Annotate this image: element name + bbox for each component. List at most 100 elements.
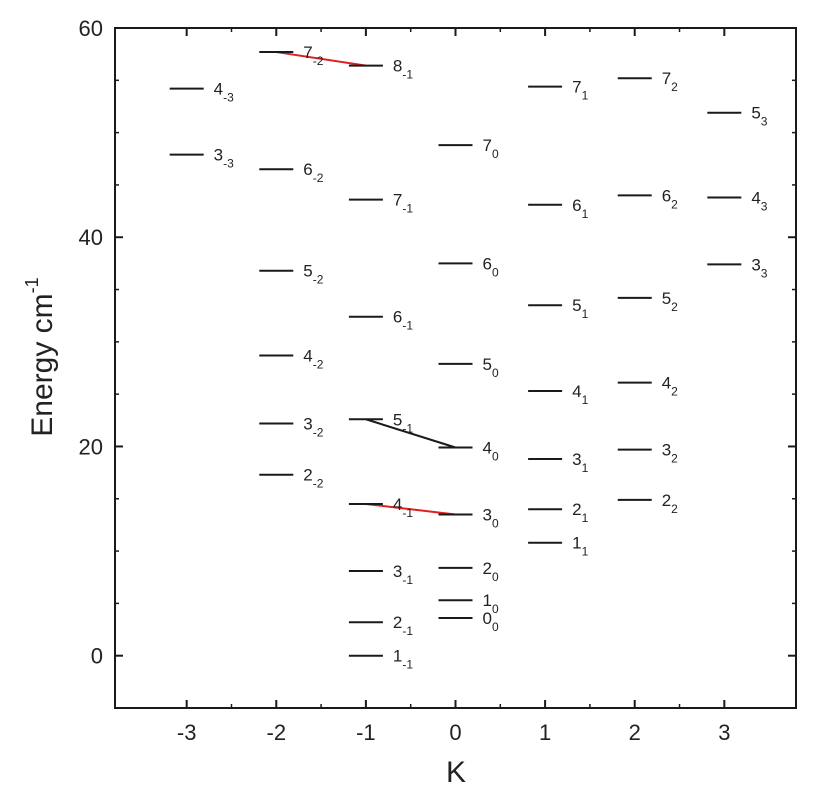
level-k-subscript: 0 [492,570,499,584]
level-k-subscript: -2 [313,357,324,371]
energy-level-label: 7-2 [303,43,323,68]
energy-level-label: 10 [483,591,499,616]
level-j: 3 [572,450,581,469]
energy-level-label: 11 [572,534,588,559]
level-j: 6 [303,160,312,179]
level-j: 4 [214,80,223,99]
level-k-subscript: -1 [402,573,413,587]
y-tick-label: 0 [91,644,103,669]
level-k-subscript: 2 [671,80,678,94]
level-j: 7 [662,69,671,88]
level-k-subscript: 3 [761,199,768,213]
x-tick-label: 0 [449,720,461,745]
level-k-subscript: -1 [402,319,413,333]
energy-level-label: 3-3 [214,146,234,171]
level-j: 4 [303,346,312,365]
energy-levels [169,51,742,657]
energy-level-label: 32 [662,441,678,466]
level-j: 6 [662,186,671,205]
y-tick-label: 40 [79,225,103,250]
level-k-subscript: 1 [582,545,589,559]
level-k-subscript: 0 [492,602,499,616]
level-k-subscript: -1 [402,68,413,82]
level-k-subscript: -1 [402,421,413,435]
energy-level-label: 5-1 [393,410,413,435]
y-tick-label: 60 [79,16,103,41]
x-ticks: -3 -2 -1 0 1 2 3 [177,28,730,745]
level-j: 6 [483,254,492,273]
level-j: 4 [572,382,581,401]
transition-connector [365,418,456,449]
level-j: 3 [393,562,402,581]
energy-level-label: 43 [751,188,767,213]
level-k-subscript: -1 [402,624,413,638]
level-k-subscript: 0 [492,147,499,161]
level-j: 5 [303,262,312,281]
x-tick-label: 1 [539,720,551,745]
level-k-subscript: 2 [671,300,678,314]
transition-connector [365,503,456,516]
energy-level-label: 51 [572,296,588,321]
level-k-subscript: -2 [313,171,324,185]
x-axis-title: K [446,756,466,789]
level-labels: 4-33-37-26-25-24-23-22-28-17-16-15-14-13… [214,43,768,672]
energy-level-label: 6-1 [393,308,413,333]
level-k-subscript: 0 [492,620,499,634]
level-k-subscript: -1 [402,202,413,216]
level-j: 6 [572,196,581,215]
level-k-subscript: 1 [582,307,589,321]
level-k-subscript: 3 [761,115,768,129]
energy-level-label: 6-2 [303,160,323,185]
plot-frame [114,27,797,709]
level-k-subscript: 1 [582,207,589,221]
y-axis-title-superscript: -1 [22,277,42,293]
level-j: 7 [393,191,402,210]
level-k-subscript: 0 [492,516,499,530]
level-k-subscript: -1 [402,506,413,520]
level-j: 3 [303,414,312,433]
level-k-subscript: 2 [671,502,678,516]
energy-level-label: 4-2 [303,346,323,371]
energy-level-label: 21 [572,500,588,525]
energy-level-label: 33 [751,255,767,280]
x-tick-label: 2 [629,720,641,745]
level-j: 7 [483,136,492,155]
energy-level-label: 1-1 [393,647,413,672]
level-j: 5 [393,410,402,429]
level-j: 5 [662,289,671,308]
energy-level-label: 53 [751,104,767,129]
energy-level-label: 40 [483,439,499,464]
level-j: 3 [214,146,223,165]
level-j: 5 [751,104,760,123]
x-tick-label: -1 [356,720,376,745]
level-j: 1 [393,647,402,666]
level-j: 6 [393,308,402,327]
level-j: 5 [483,355,492,374]
energy-level-label: 2-2 [303,466,323,491]
energy-level-label: 71 [572,78,588,103]
energy-level-label: 30 [483,505,499,530]
level-j: 7 [572,78,581,97]
level-j: 1 [572,534,581,553]
level-k-subscript: -2 [313,477,324,491]
energy-level-label: 41 [572,382,588,407]
energy-level-label: 4-3 [214,80,234,105]
energy-level-label: 50 [483,355,499,380]
level-j: 4 [662,374,671,393]
transition-connector [276,51,367,67]
y-axis-title: Energy cm-1 [22,277,59,436]
level-j: 2 [572,500,581,519]
level-k-subscript: -1 [402,658,413,672]
level-j: 4 [751,188,760,207]
level-j: 3 [751,255,760,274]
level-k-subscript: -3 [223,157,234,171]
level-k-subscript: 2 [671,197,678,211]
y-tick-label: 20 [79,434,103,459]
level-k-subscript: 0 [492,450,499,464]
level-j: 3 [483,505,492,524]
level-j: 1 [483,591,492,610]
energy-level-label: 20 [483,559,499,584]
